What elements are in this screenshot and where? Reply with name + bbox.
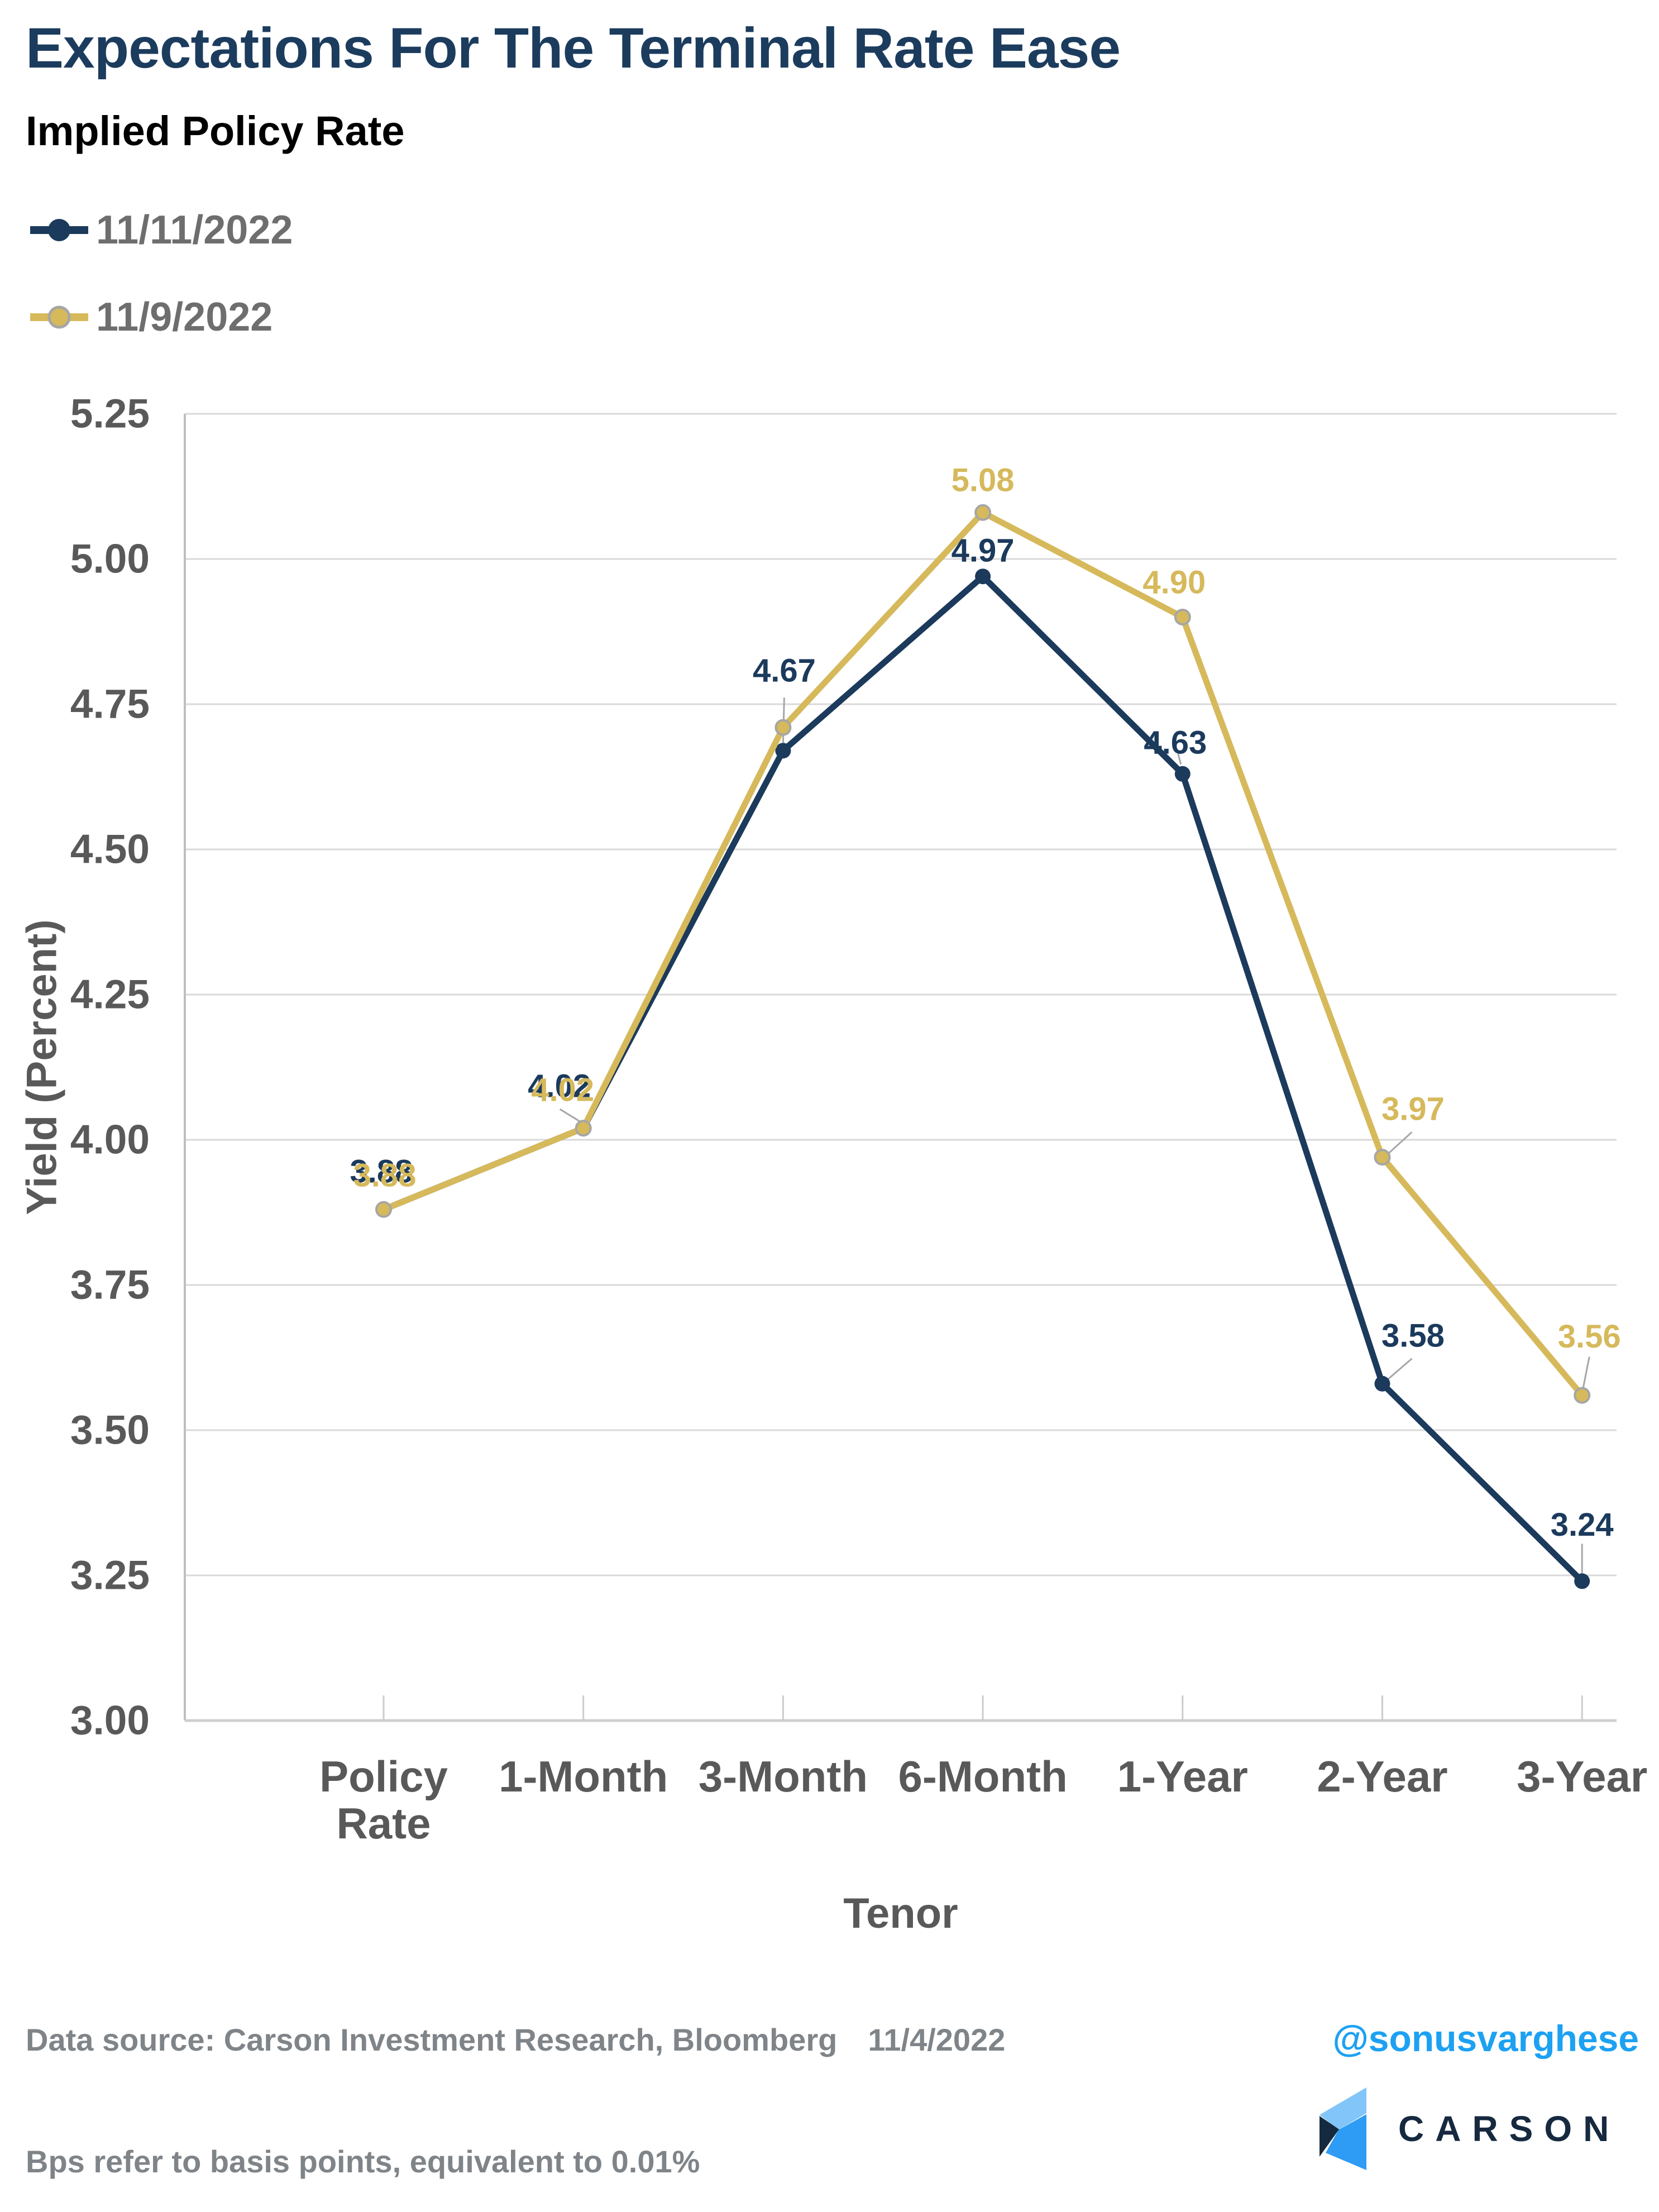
x-tick-label: Policy	[319, 1752, 448, 1801]
data-source-label: Data source: Carson Investment Research,…	[26, 2022, 838, 2057]
y-tick-label: 4.25	[70, 972, 150, 1017]
data-point-marker	[774, 719, 792, 736]
legend-line-marker-icon	[30, 305, 88, 329]
x-tick-label: Rate	[336, 1799, 431, 1848]
x-tick-label: 2-Year	[1317, 1752, 1447, 1801]
data-label: 4.63	[1144, 724, 1207, 761]
carson-chevron-icon	[1319, 2087, 1366, 2170]
data-point-marker	[1374, 1375, 1390, 1392]
label-leader-line	[1387, 1358, 1413, 1380]
series-line	[380, 509, 1585, 1399]
data-label: 4.02	[531, 1072, 594, 1109]
data-label: 4.90	[1142, 565, 1206, 601]
y-tick-label: 3.25	[70, 1553, 150, 1598]
legend-item-series-1: 11/11/2022	[28, 208, 293, 252]
data-label: 3.88	[353, 1157, 417, 1193]
legend-item-series-2: 11/9/2022	[28, 295, 272, 340]
data-label: 3.88	[350, 1153, 413, 1189]
data-label: 3.24	[1551, 1507, 1614, 1543]
carson-logo-text: CARSON	[1398, 2109, 1620, 2149]
data-label: 4.67	[753, 653, 816, 689]
data-label: 3.56	[1558, 1318, 1621, 1355]
label-leader-line	[1387, 1131, 1413, 1155]
data-label: 4.02	[528, 1068, 591, 1105]
y-tick-label: 4.50	[70, 827, 150, 872]
data-source-text: Data source: Carson Investment Research,…	[26, 2022, 1005, 2058]
y-tick-label: 4.00	[70, 1117, 150, 1163]
data-point-marker	[1574, 1573, 1590, 1589]
data-label: 5.08	[952, 462, 1015, 498]
y-tick-label: 3.50	[70, 1408, 150, 1453]
data-point-marker	[1174, 766, 1191, 782]
twitter-handle: @sonusvarghese	[1332, 2018, 1639, 2059]
legend-line-marker-icon	[30, 219, 88, 241]
chart-subtitle: Implied Policy Rate	[26, 108, 405, 154]
legend-label: 11/11/2022	[96, 208, 293, 252]
data-point-marker	[1574, 1387, 1591, 1404]
footnote-text: Bps refer to basis points, equivalent to…	[26, 2144, 700, 2179]
x-tick-label: 1-Month	[499, 1752, 668, 1801]
y-tick-label: 5.25	[70, 391, 150, 437]
data-point-marker	[1374, 1149, 1391, 1166]
data-label: 3.58	[1381, 1317, 1445, 1354]
x-tick-label: 3-Month	[699, 1752, 868, 1801]
label-leader-line	[1581, 1356, 1590, 1391]
page-title: Expectations For The Terminal Rate Ease	[26, 16, 1121, 80]
data-label: 4.97	[952, 533, 1015, 569]
x-tick-label: 6-Month	[898, 1752, 1067, 1801]
data-label: 3.97	[1381, 1091, 1445, 1128]
x-tick-label: 1-Year	[1117, 1752, 1248, 1801]
data-point-marker	[975, 568, 991, 585]
y-tick-label: 3.75	[70, 1263, 150, 1308]
y-axis-title: Yield (Percent)	[18, 919, 66, 1215]
y-tick-label: 4.75	[70, 682, 150, 727]
data-point-marker	[575, 1120, 592, 1137]
data-point-marker	[974, 504, 992, 521]
carson-logo: CARSON	[1319, 2086, 1620, 2171]
x-axis-title: Tenor	[843, 1890, 958, 1937]
x-tick-label: 3-Year	[1517, 1752, 1647, 1801]
data-point-marker	[375, 1201, 392, 1218]
data-point-marker	[1174, 609, 1191, 625]
y-tick-label: 3.00	[70, 1698, 150, 1743]
data-source-date: 11/4/2022	[868, 2022, 1006, 2057]
label-leader-line	[559, 1108, 582, 1124]
label-leader-line	[1177, 753, 1182, 765]
y-tick-label: 5.00	[70, 537, 150, 582]
data-point-marker	[775, 743, 791, 759]
legend-label: 11/9/2022	[96, 295, 273, 340]
